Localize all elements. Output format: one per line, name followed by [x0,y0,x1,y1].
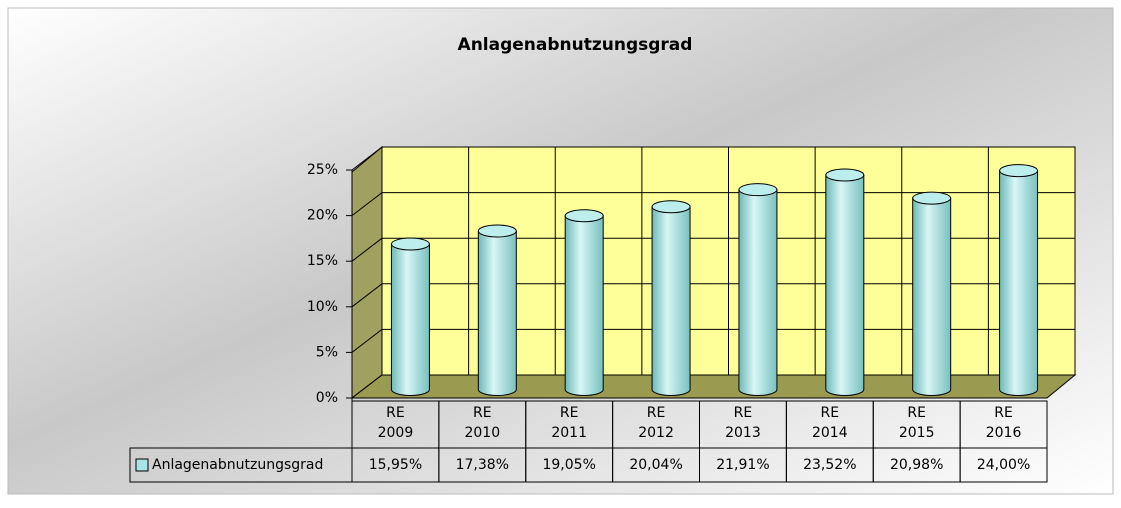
grid-line [351,283,383,308]
cylinder-top [738,183,778,197]
cylinder-body [477,230,517,396]
x-tick-label: RE 2012 [638,405,674,441]
x-tick-label: RE 2009 [378,405,414,441]
bar [477,224,517,396]
y-tick-label: 10% [307,299,338,315]
cylinder-top [651,200,691,214]
x-tick-label: RE 2011 [551,405,587,441]
cylinder-top [912,191,952,205]
bar [651,200,691,396]
data-label: 15,95% [369,457,422,473]
y-tick-label: 5% [316,344,338,360]
y-tick-label: 20% [307,208,338,224]
grid-line [351,329,383,353]
x-tick-label: RE 2013 [725,405,761,441]
data-label: 21,91% [716,457,769,473]
cylinder-body [912,197,952,396]
floor [350,374,1077,399]
x-tick-label: RE 2014 [812,405,848,441]
cylinder-top [999,164,1039,178]
data-label: 20,04% [629,457,682,473]
y-tick-label: 15% [307,253,338,269]
bar [825,168,865,396]
cylinder-body [738,189,778,396]
side-wall [351,145,383,400]
grid-line [351,237,383,262]
grid-line [351,146,383,171]
data-label: 24,00% [977,457,1030,473]
bar [564,209,604,396]
cylinder-body [651,206,691,396]
cylinder-body [999,170,1039,396]
cylinder-body [564,215,604,396]
x-tick-label: RE 2015 [899,405,935,441]
cylinder-top [825,168,865,182]
cylinder-top [477,224,517,238]
cylinder-body [390,243,430,396]
grid-line [351,192,383,216]
cylinder-top [390,237,430,251]
data-label: 20,98% [890,457,943,473]
legend-label: Anlagenabnutzungsgrad [152,457,323,473]
data-label: 19,05% [542,457,595,473]
cylinder-top [564,209,604,223]
data-label: 17,38% [456,457,509,473]
bar [999,164,1039,396]
x-tick-label: RE 2010 [464,405,500,441]
x-tick-label: RE 2016 [986,405,1022,441]
bar [738,183,778,396]
chart-title: Anlagenabnutzungsgrad [458,35,693,55]
table-cell [959,400,1048,483]
walls [351,145,1076,400]
y-tick-label: 0% [316,390,338,406]
y-tick-label: 25% [307,162,338,178]
data-label: 23,52% [803,457,856,473]
bar [912,191,952,396]
legend-key [135,458,149,472]
bar [390,237,430,396]
cylinder-body [825,174,865,396]
table-cell [129,447,353,483]
